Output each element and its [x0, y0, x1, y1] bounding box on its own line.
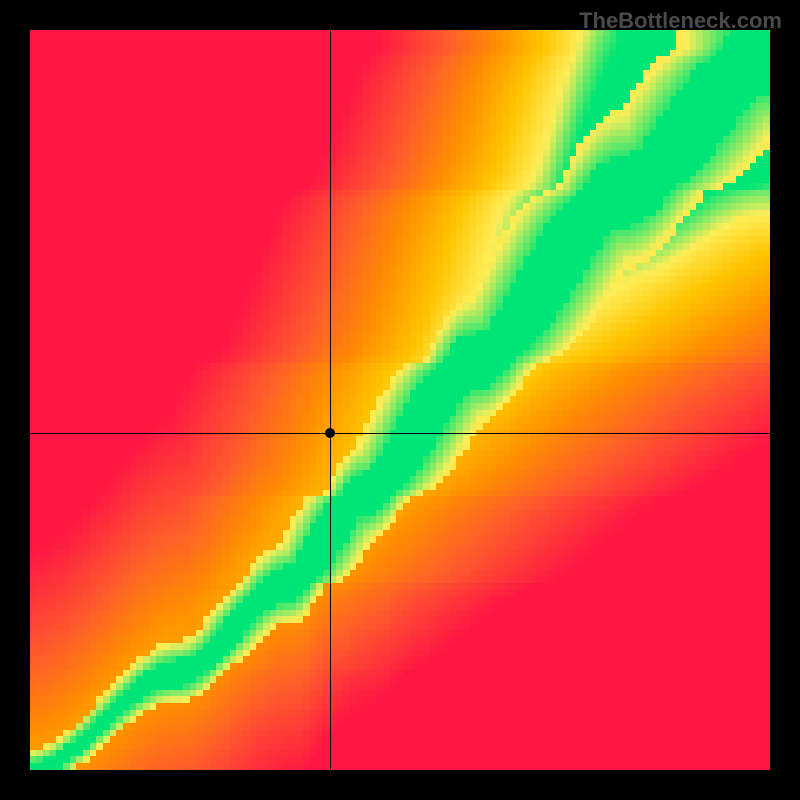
chart-container: TheBottleneck.com: [0, 0, 800, 800]
heatmap-canvas: [30, 30, 770, 770]
watermark-text: TheBottleneck.com: [579, 8, 782, 34]
crosshair-vertical: [330, 30, 331, 770]
crosshair-marker: [325, 428, 335, 438]
plot-area: [30, 30, 770, 770]
crosshair-horizontal: [30, 433, 770, 434]
